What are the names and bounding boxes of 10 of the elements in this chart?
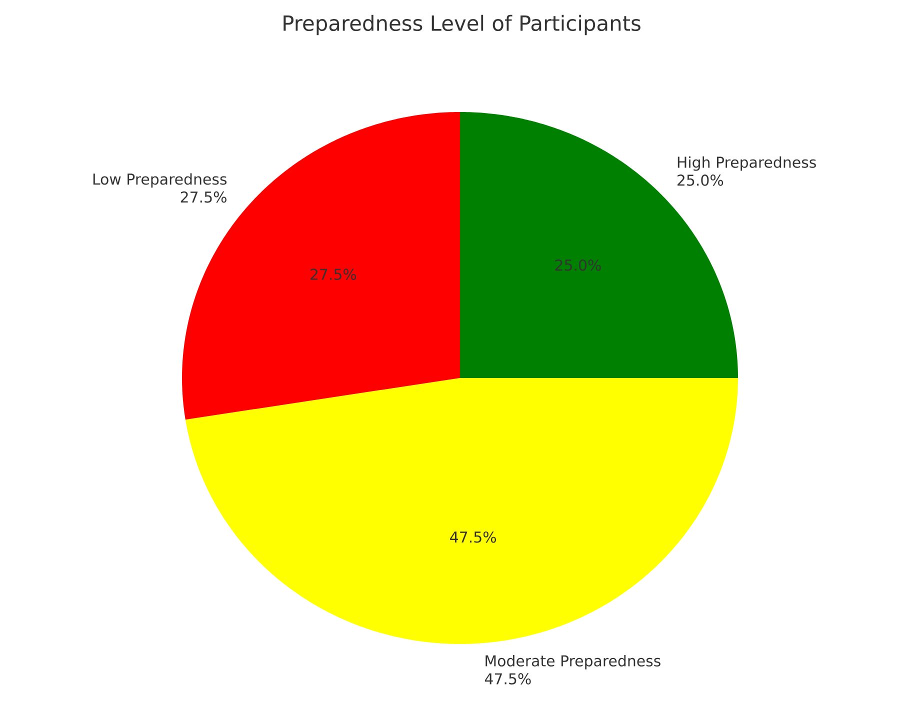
- slice-label: Moderate Preparedness: [486, 654, 660, 670]
- text: 47.5%: [450, 531, 496, 543]
- slice-label: Low Preparedness: [93, 173, 227, 188]
- chart-title: Preparedness Level of Participants: [284, 14, 640, 36]
- text: 25.0%: [555, 259, 601, 271]
- data-label: 27.5%: [180, 191, 226, 203]
- text: 27.5%: [310, 268, 356, 280]
- data-label: 25.0%: [678, 174, 724, 186]
- data-label: 47.5%: [484, 673, 531, 684]
- slice-label: High Preparedness: [678, 156, 816, 171]
